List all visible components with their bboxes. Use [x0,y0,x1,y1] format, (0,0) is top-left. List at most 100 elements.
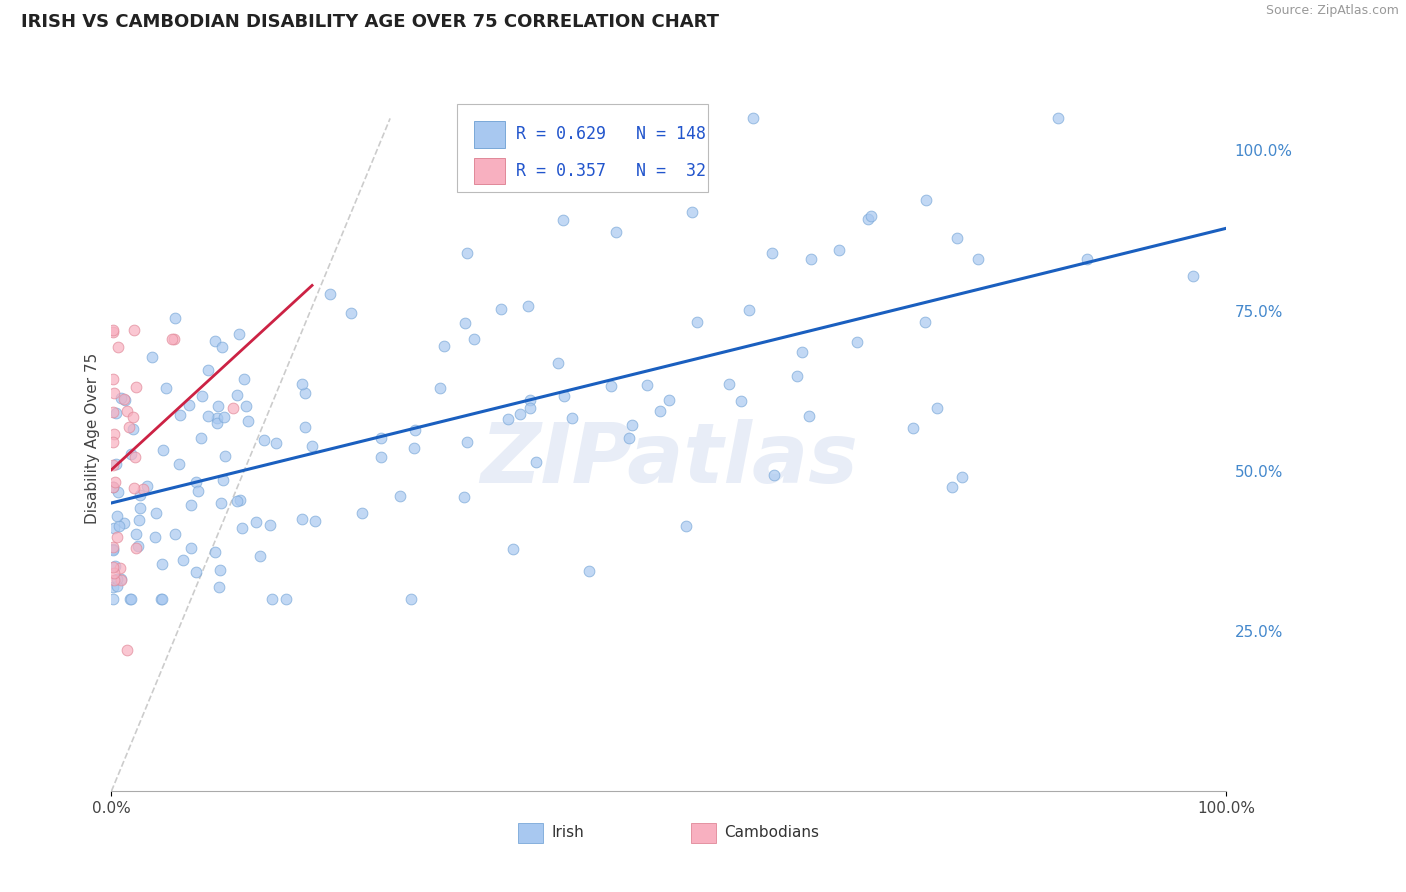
Point [294,420,316,434]
Point [110,572,132,586]
Point [235,399,257,413]
Point [259,518,281,533]
Point [127,539,149,553]
Point [551,212,574,227]
Point [101,481,124,495]
Point [456,434,478,449]
Point [112,516,135,531]
Point [658,393,681,408]
Point [763,468,786,483]
Point [101,325,124,339]
Point [636,378,658,392]
Point [103,566,125,581]
Point [105,406,128,420]
Point [686,315,709,329]
Point [738,303,761,318]
Point [730,393,752,408]
Text: ZIPatlas: ZIPatlas [479,419,858,500]
Point [212,409,235,424]
Point [150,591,173,606]
Point [456,246,478,260]
Point [404,423,426,437]
Point [578,564,600,578]
Point [103,573,125,587]
Point [107,485,129,500]
Point [914,315,936,329]
Point [101,480,124,494]
Point [291,376,314,391]
Text: Cambodians: Cambodians [724,825,820,840]
Point [107,340,129,354]
Point [264,436,287,450]
Point [180,498,202,512]
Point [186,565,208,579]
Point [339,306,361,320]
Point [388,489,411,503]
Point [105,457,128,471]
Point [205,417,228,431]
Point [120,591,142,606]
Point [231,521,253,535]
Y-axis label: Disability Age Over 75: Disability Age Over 75 [86,353,100,524]
Point [103,426,125,441]
Point [108,560,131,574]
Point [402,441,425,455]
Point [128,501,150,516]
Point [101,372,124,386]
Point [117,404,139,418]
Point [104,559,127,574]
Point [211,340,233,354]
Point [101,591,124,606]
Point [101,435,124,450]
Point [180,541,202,556]
Point [967,252,990,267]
Point [122,410,145,425]
Point [128,513,150,527]
Point [125,527,148,541]
Point [110,573,132,587]
Point [291,512,314,526]
Point [112,392,135,406]
Point [901,421,924,435]
Point [799,409,821,423]
FancyBboxPatch shape [474,158,505,185]
Point [208,580,231,594]
Point [101,580,124,594]
Point [105,530,128,544]
Point [294,385,316,400]
Point [136,479,159,493]
Point [524,454,547,468]
Point [191,389,214,403]
Point [172,553,194,567]
Point [120,591,142,606]
Point [236,414,259,428]
Point [132,482,155,496]
Point [145,506,167,520]
Point [621,418,644,433]
Point [129,488,152,502]
Point [516,299,538,313]
Point [828,244,851,258]
Point [204,545,226,559]
Point [108,518,131,533]
Point [150,591,173,606]
Point [101,542,124,557]
Point [253,433,276,447]
Point [786,369,808,384]
Text: Irish: Irish [551,825,585,840]
Point [561,411,583,425]
Point [125,541,148,555]
Point [509,407,531,421]
Text: R = 0.357   N =  32: R = 0.357 N = 32 [516,162,706,180]
Point [209,496,232,510]
Point [453,490,475,504]
Text: Source: ZipAtlas.com: Source: ZipAtlas.com [1265,4,1399,18]
Point [845,334,868,349]
Point [496,412,519,426]
Point [950,470,973,484]
Point [1076,252,1098,266]
Point [228,493,250,508]
Point [800,252,823,266]
Point [143,530,166,544]
Point [1181,269,1204,284]
